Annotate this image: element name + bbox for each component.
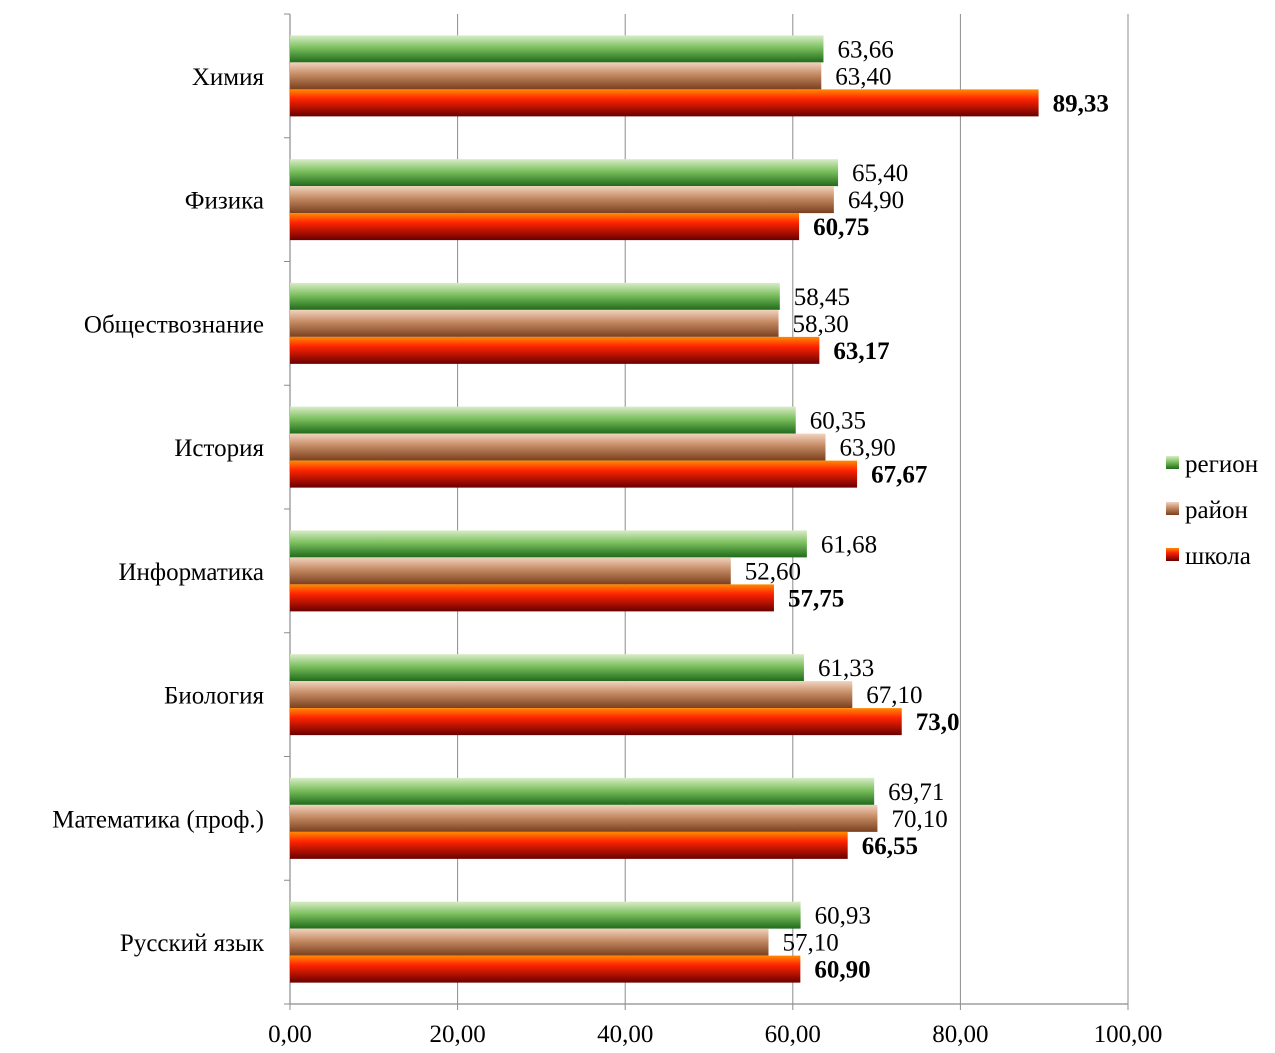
bar-район [290, 804, 878, 832]
bar-район [290, 62, 822, 90]
data-label: 58,30 [793, 311, 849, 338]
category-label: Информатика [118, 559, 264, 586]
data-label: 60,75 [813, 214, 869, 241]
bar-регион [290, 406, 796, 434]
bar-район [290, 681, 853, 709]
x-tick-label: 80,00 [932, 1021, 988, 1048]
x-tick-label: 0,00 [268, 1021, 312, 1048]
bar-регион [290, 35, 824, 63]
data-label: 89,33 [1053, 90, 1109, 117]
data-label: 57,75 [788, 585, 844, 612]
data-label: 66,55 [862, 833, 918, 860]
x-tick-label: 20,00 [429, 1021, 485, 1048]
legend-swatch [1166, 456, 1179, 469]
bar-школа [290, 89, 1039, 117]
data-label: 61,68 [821, 531, 877, 558]
bar-район [290, 928, 769, 956]
data-label: 52,60 [745, 558, 801, 585]
bar-район [290, 186, 834, 214]
data-label: 63,40 [835, 63, 891, 90]
bar-регион [290, 777, 875, 805]
data-label: 73,0 [916, 709, 960, 736]
bar-школа [290, 955, 801, 983]
tick-labels: 0,00 20,00 40,00 60,00 80,00 100,00 [268, 1021, 1162, 1048]
category-label: Химия [192, 64, 265, 91]
legend: регион район школа [1166, 451, 1258, 570]
bar-район [290, 557, 731, 585]
data-label: 67,67 [871, 462, 927, 489]
legend-label: школа [1185, 543, 1251, 570]
data-label: 57,10 [782, 930, 838, 957]
data-label: 67,10 [866, 682, 922, 709]
bar-школа [290, 831, 848, 859]
data-label: 60,35 [810, 408, 866, 435]
category-label: Русский язык [120, 930, 265, 957]
bar-регион [290, 530, 807, 558]
bar-школа [290, 708, 902, 736]
category-label: Физика [185, 188, 264, 215]
bar-школа [290, 213, 800, 241]
legend-label: район [1185, 497, 1248, 524]
x-tick-label: 100,00 [1094, 1021, 1163, 1048]
bar-школа [290, 460, 858, 488]
legend-label: регион [1185, 451, 1258, 478]
bar-школа [290, 336, 820, 364]
bar-школа [290, 584, 774, 612]
data-label: 63,17 [833, 338, 889, 365]
category-labels: Химия Физика Обществознание История Информат… [52, 64, 265, 957]
legend-swatch [1166, 548, 1179, 561]
bar-регион [290, 282, 780, 310]
data-label: 58,45 [794, 284, 850, 311]
data-label: 65,40 [852, 160, 908, 187]
bar-регион [290, 901, 801, 929]
data-label: 60,93 [815, 903, 871, 930]
bar-район [290, 433, 826, 461]
data-label: 70,10 [891, 806, 947, 833]
category-label: Математика (проф.) [52, 806, 264, 833]
x-tick-label: 60,00 [765, 1021, 821, 1048]
x-tick-label: 40,00 [597, 1021, 653, 1048]
category-label: Биология [164, 683, 265, 710]
data-label: 64,90 [848, 187, 904, 214]
data-label: 63,66 [837, 36, 893, 63]
bars [290, 35, 1039, 983]
data-label: 63,90 [839, 435, 895, 462]
bar-район [290, 309, 779, 337]
category-label: Обществознание [84, 311, 264, 338]
category-label: История [174, 435, 264, 462]
bar-регион [290, 654, 804, 682]
data-label: 69,71 [888, 779, 944, 806]
data-label: 61,33 [818, 655, 874, 682]
bar-регион [290, 159, 839, 187]
data-label: 60,90 [814, 957, 870, 984]
legend-swatch [1166, 502, 1179, 515]
